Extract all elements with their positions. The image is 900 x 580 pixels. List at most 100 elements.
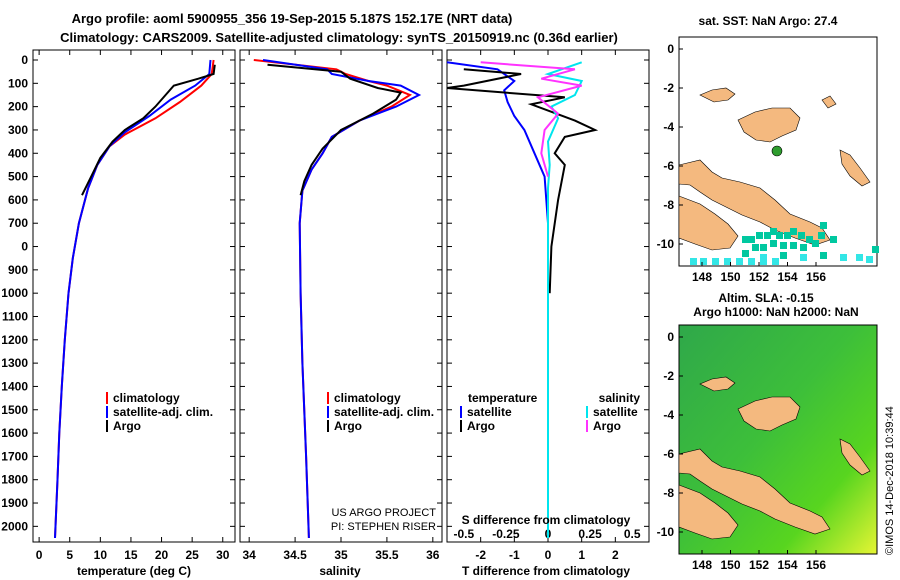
s-difference-label: S difference from climatology (462, 513, 631, 527)
legend-label-climatology: climatology (113, 391, 180, 405)
x-tick-label: 1 (578, 548, 585, 562)
new-britain-land (737, 107, 801, 143)
sst-cell (784, 232, 791, 239)
legend-label-s-satellite: satellite (593, 405, 638, 419)
depth-tick-label: 1900 (1, 496, 28, 510)
sst-cell (736, 258, 743, 265)
x-tick-label: 20 (155, 548, 169, 562)
legend-title-temperature: temperature (468, 391, 538, 405)
sst-cell (818, 232, 825, 239)
map-x-tick-label: 156 (806, 270, 826, 284)
solomon-land (839, 438, 871, 476)
map-y-tick-label: 0 (667, 42, 674, 56)
sst-map-title: sat. SST: NaN Argo: 27.4 (699, 14, 838, 28)
x-tick-label: 10 (94, 548, 108, 562)
s-tick-label: -0.5 (453, 527, 474, 541)
x-tick-label: 0 (36, 548, 43, 562)
difference-ticks: -2 -1 0 1 2-0.5 -0.25 0 0.25 0.5 (447, 50, 649, 562)
sst-map-ticks: 148 150 152 154 156 0 -2 -4 -6 -8 -10 (657, 42, 827, 284)
map-y-tick-label: -8 (663, 198, 674, 212)
depth-tick-label: 900 (8, 263, 28, 277)
x-tick-label: 35 (334, 548, 348, 562)
sst-cell (776, 232, 783, 239)
depth-tick-label: 1400 (1, 379, 28, 393)
sst-cell (760, 244, 767, 251)
sst-cell (866, 256, 873, 263)
map-x-tick-label: 148 (692, 558, 712, 572)
depth-tick-label: 1000 (1, 286, 28, 300)
s-tick-label: 0.25 (578, 527, 602, 541)
sla-map-title-1: Altim. SLA: -0.15 (718, 291, 814, 305)
series-t-satellite (446, 61, 549, 538)
s-tick-label: 0.5 (624, 527, 641, 541)
sst-cell (780, 242, 787, 249)
project-credit: US ARGO PROJECT (331, 507, 436, 519)
x-tick-label: 36 (426, 548, 440, 562)
x-tick-label: 34.5 (283, 548, 307, 562)
island-land (821, 95, 837, 109)
salinity-ticks: 34 34.5 35 35.5 36 (240, 50, 442, 562)
legend-label-climatology: climatology (334, 391, 401, 405)
map-x-tick-label: 148 (692, 270, 712, 284)
sst-cell (830, 236, 837, 243)
x-tick-label: -1 (509, 548, 520, 562)
depth-tick-label: 400 (8, 146, 28, 160)
depth-tick-label: 0 (21, 53, 28, 67)
difference-legend: temperature satellite Argo salinity sate… (460, 391, 640, 433)
sst-cell (748, 236, 755, 243)
difference-lines (446, 61, 599, 538)
sst-cell (812, 240, 819, 247)
new-ireland-land (699, 87, 736, 103)
sst-cell (724, 258, 731, 265)
sst-cell (790, 242, 797, 249)
land-masses (678, 87, 871, 251)
title-line-2: Climatology: CARS2009. Satellite-adjuste… (60, 30, 618, 45)
sst-cell (800, 254, 807, 261)
map-x-tick-label: 150 (720, 558, 740, 572)
sst-cell (770, 228, 777, 235)
map-x-tick-label: 154 (777, 558, 797, 572)
sst-cell (764, 232, 771, 239)
map-x-tick-label: 152 (749, 558, 769, 572)
x-tick-label: 5 (66, 548, 73, 562)
difference-xlabel: T difference from climatology (462, 564, 630, 578)
x-tick-label: 2 (612, 548, 619, 562)
peninsula-land (678, 195, 739, 251)
sst-cell (760, 254, 767, 261)
legend-label-satellite: satellite-adj. clim. (113, 405, 213, 419)
legend-label-argo: Argo (113, 419, 141, 433)
pi-credit: PI: STEPHEN RISER (331, 521, 436, 533)
depth-tick-label: 100 (8, 76, 28, 90)
peninsula-land (678, 484, 739, 540)
sst-cell (748, 258, 755, 265)
series-s-satellite (544, 61, 584, 538)
x-tick-label: 15 (124, 548, 138, 562)
map-y-tick-label: -2 (663, 369, 674, 383)
depth-axis: 0 100 200 300 400 500 600 700 0 900 1000 1100 1200 13… (1, 53, 28, 533)
sst-cell (806, 236, 813, 243)
series-climatology (253, 59, 413, 539)
legend-label-satellite: satellite-adj. clim. (334, 405, 434, 419)
legend-label-s-argo: Argo (593, 419, 621, 433)
land-masses (678, 376, 871, 540)
map-y-tick-label: -6 (663, 447, 674, 461)
depth-tick-label: 0 (21, 240, 28, 254)
x-tick-label: 35.5 (375, 548, 399, 562)
temperature-ticks: 0 5 10 15 20 25 30 (33, 50, 235, 562)
series-satellite-adj-clim- (54, 59, 212, 539)
series-satellite-adj-clim- (262, 59, 422, 539)
depth-tick-label: 700 (8, 216, 28, 230)
salinity-xlabel: salinity (319, 564, 361, 578)
sst-cell (798, 232, 805, 239)
map-y-tick-label: -4 (663, 408, 674, 422)
map-y-tick-label: -10 (657, 237, 675, 251)
series-t-argo (446, 68, 599, 294)
sst-cell (856, 254, 863, 261)
salinity-frame (239, 49, 443, 543)
difference-panel: -2 -1 0 1 2-0.5 -0.25 0 0.25 0.5 T difference fr… (446, 49, 650, 578)
depth-tick-label: 1500 (1, 403, 28, 417)
sst-cell (742, 250, 749, 257)
legend-label-t-argo: Argo (467, 419, 495, 433)
legend-label-argo: Argo (334, 419, 362, 433)
